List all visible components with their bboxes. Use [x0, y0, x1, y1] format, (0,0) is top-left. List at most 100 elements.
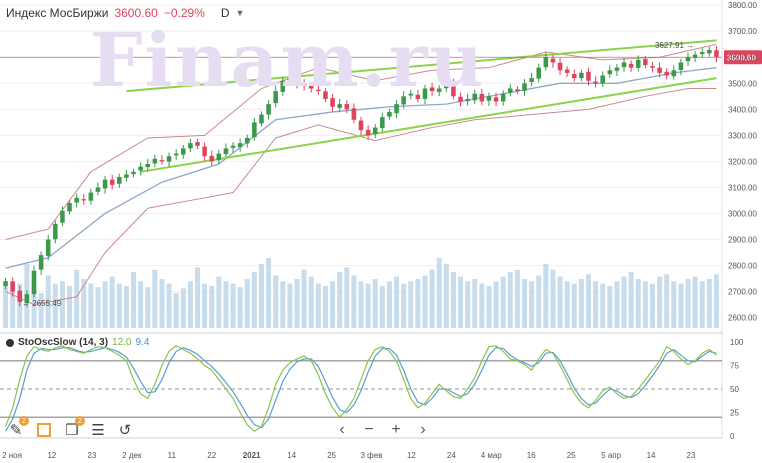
chevron-down-icon[interactable]: ▼: [235, 8, 245, 18]
candle-body: [593, 81, 598, 84]
volume-bar: [209, 286, 215, 328]
volume-bar: [386, 281, 392, 328]
volume-bar: [308, 276, 314, 328]
volume-bar: [649, 283, 655, 328]
candle-body: [316, 89, 321, 92]
y-tick-label: 3300.00: [728, 131, 757, 140]
volume-bar: [593, 281, 599, 328]
volume-bar: [31, 279, 37, 328]
candle-body: [557, 62, 563, 71]
volume-bar: [273, 275, 279, 328]
x-tick-label: 2 дек: [122, 451, 142, 460]
draw-tool-button[interactable]: ✎ 2: [6, 416, 29, 440]
candle-body: [88, 192, 94, 201]
trend-line: [140, 77, 717, 173]
volume-bar: [330, 281, 336, 328]
indicator-dot-icon[interactable]: [6, 338, 14, 347]
volume-bar: [102, 281, 108, 328]
bollinger-bands: [5, 43, 717, 306]
volume-bar: [358, 281, 364, 328]
volume-bar: [507, 272, 513, 328]
candle-body: [24, 294, 30, 304]
volume-bar: [514, 269, 520, 328]
candle-body: [223, 148, 229, 155]
zoom-out-button[interactable]: −: [360, 421, 378, 439]
candle-body: [628, 63, 634, 68]
indicator-name: StoOscSlow (14, 3): [18, 337, 109, 348]
volume-bar: [635, 279, 641, 328]
volume-bar: [443, 263, 449, 328]
stoch-k-line: [4, 345, 717, 433]
candle-body: [159, 160, 165, 162]
y-tick-label: 2900.00: [728, 235, 757, 244]
price-change: −0.29%: [163, 6, 205, 20]
volume-bar: [571, 283, 577, 328]
sliders-icon: ☰: [91, 422, 105, 439]
candle-body: [131, 171, 136, 175]
volume-bar: [472, 279, 478, 328]
candle-body: [643, 59, 648, 66]
volume-bar: [59, 281, 65, 328]
candle-body: [81, 199, 87, 201]
candle-body: [571, 73, 577, 79]
candle-body: [45, 239, 51, 256]
x-tick-label: 2021: [243, 451, 261, 460]
volume-bar: [344, 267, 350, 328]
volume-bar: [351, 275, 357, 328]
y-tick-label: 3700.00: [728, 27, 757, 36]
scroll-left-button[interactable]: ‹: [333, 421, 351, 439]
volume-bar: [500, 276, 506, 328]
candle-body: [358, 120, 364, 131]
volume-bar: [450, 272, 456, 328]
instrument-title[interactable]: Индекс МосБиржи: [6, 6, 109, 20]
candle-body: [216, 153, 222, 161]
candle-body: [244, 137, 250, 144]
volume-bar: [429, 269, 435, 328]
price-y-axis: 3800.00 3700.00 3600.00 3500.00 3400.00 3300.…: [728, 1, 757, 322]
candle-body: [351, 108, 357, 120]
settings-tool-button[interactable]: ☰: [88, 420, 108, 440]
candle-body: [422, 88, 428, 99]
time-x-axis: 2 ноя 12 23 2 дек 11 22 2021 14 25 3 фев 12 24 4 мар…: [2, 451, 696, 460]
trend-line: [126, 39, 717, 93]
y-tick-label: 2600.00: [728, 314, 757, 323]
volume-bar: [543, 263, 549, 328]
price-grid: [0, 0, 723, 438]
volume-bar: [713, 274, 719, 328]
candle-body: [67, 203, 72, 212]
candle-body: [415, 94, 421, 99]
y-tick-label: 2700.00: [728, 288, 757, 297]
badge-icon: 2: [75, 416, 85, 426]
x-tick-label: 14: [647, 451, 656, 460]
candle-body: [529, 78, 534, 82]
volume-bar: [244, 279, 250, 328]
scroll-right-button[interactable]: ›: [414, 421, 432, 439]
volume-bar: [664, 274, 670, 328]
volume-bar: [81, 279, 87, 328]
candle-body: [60, 210, 65, 223]
zoom-in-button[interactable]: +: [387, 421, 405, 439]
candle-body: [493, 97, 499, 102]
candle-body: [53, 223, 58, 240]
last-price: 3600.60: [114, 6, 158, 20]
undo-button[interactable]: ↺: [115, 420, 135, 440]
lower-band-line: [5, 88, 717, 306]
interval-selector[interactable]: D: [220, 6, 230, 20]
candle-body: [365, 129, 371, 136]
volume-bar: [10, 281, 16, 328]
candle-body: [465, 98, 470, 102]
volume-bar: [486, 286, 492, 328]
layers-tool-button[interactable]: ❐ 2: [62, 416, 85, 440]
stoch-tick-label: 0: [730, 432, 735, 441]
chevron-right-icon: ›: [420, 421, 426, 438]
volume-bar: [315, 283, 321, 328]
shape-tool-button[interactable]: [34, 420, 54, 440]
candle-body: [614, 67, 620, 71]
candle-body: [479, 93, 485, 102]
volume-bar: [131, 272, 137, 328]
candle-body: [372, 127, 378, 135]
candle-body: [664, 71, 669, 76]
candlesticks: [3, 46, 719, 307]
annotation-low: ← 2655.49: [22, 299, 62, 308]
volume-bar: [280, 281, 286, 328]
